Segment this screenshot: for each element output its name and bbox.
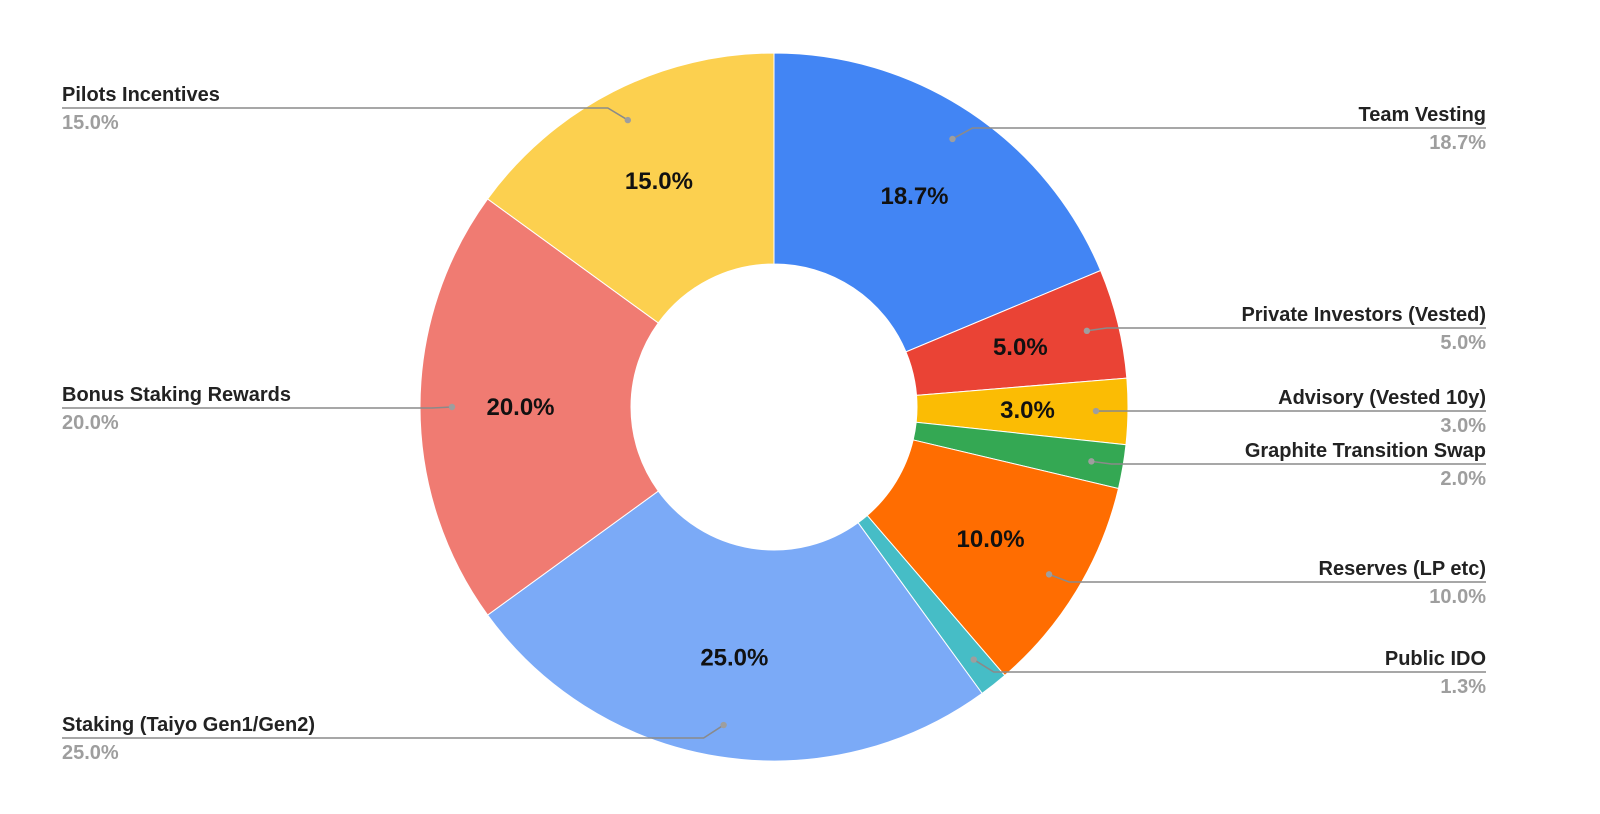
inside-labels-group: 18.7% 5.0% 3.0% 10.0% 25.0% 20.0% 15.0% [486, 168, 1054, 671]
slice-bonus-staking-rewards [419, 198, 660, 616]
slice-label-team-vesting: 18.7% [880, 183, 948, 210]
slice-team-vesting [773, 52, 1102, 353]
slice-label-staking-taiyo-gen1-gen2: 25.0% [700, 644, 768, 671]
legend-name-bonus-staking-rewards: Bonus Staking Rewards [62, 384, 291, 406]
legend-name-graphite-transition-swap: Graphite Transition Swap [1245, 440, 1486, 462]
legend-name-pilots-incentives: Pilots Incentives [62, 84, 220, 106]
slice-label-private-investors-vested: 5.0% [993, 334, 1048, 361]
leader-dot-public-ido [970, 656, 977, 663]
leader-dot-reserves-lp-etc [1045, 571, 1053, 578]
legend-value-graphite-transition-swap: 2.0% [1440, 468, 1486, 490]
side-labels-group: Team Vesting 18.7% Private Investors (Vest… [62, 84, 1486, 764]
leader-lines-group [62, 107, 1486, 739]
legend-name-private-investors-vested: Private Investors (Vested) [1241, 304, 1486, 326]
legend-name-team-vesting: Team Vesting [1359, 104, 1486, 126]
legend-value-bonus-staking-rewards: 20.0% [62, 412, 119, 434]
slice-label-bonus-staking-rewards: 20.0% [486, 394, 554, 421]
legend-value-team-vesting: 18.7% [1429, 132, 1486, 154]
leader-line-bonus-staking-rewards [62, 406, 453, 409]
leader-dot-pilots-incentives [624, 116, 632, 124]
legend-value-advisory-vested-10y: 3.0% [1440, 415, 1486, 437]
legend-name-reserves-lp-etc: Reserves (LP etc) [1319, 558, 1487, 580]
slice-label-reserves-lp-etc: 10.0% [957, 526, 1025, 553]
leader-dot-bonus-staking-rewards [448, 403, 456, 411]
legend-value-public-ido: 1.3% [1440, 676, 1486, 698]
slices-group [419, 52, 1129, 762]
legend-value-pilots-incentives: 15.0% [62, 112, 119, 134]
legend-value-reserves-lp-etc: 10.0% [1429, 586, 1486, 608]
leader-dot-staking-taiyo-gen1-gen2 [720, 721, 727, 729]
leader-line-graphite-transition-swap [1091, 460, 1486, 465]
leader-dot-team-vesting [949, 135, 956, 143]
legend-name-advisory-vested-10y: Advisory (Vested 10y) [1278, 387, 1486, 409]
leader-line-private-investors-vested [1086, 327, 1486, 332]
leader-dot-private-investors-vested [1083, 327, 1091, 335]
leader-line-team-vesting [952, 127, 1486, 140]
legend-name-staking-taiyo-gen1-gen2: Staking (Taiyo Gen1/Gen2) [62, 714, 315, 736]
leader-line-reserves-lp-etc [1048, 573, 1486, 583]
slice-staking-taiyo-gen1-gen2 [486, 490, 983, 762]
slice-reserves-lp-etc [866, 439, 1120, 677]
slice-label-advisory-vested-10y: 3.0% [1000, 397, 1055, 424]
slice-label-pilots-incentives: 15.0% [625, 168, 693, 195]
leader-dot-graphite-transition-swap [1088, 458, 1095, 465]
leader-line-public-ido [973, 658, 1486, 673]
legend-value-private-investors-vested: 5.0% [1440, 332, 1486, 354]
leader-dot-advisory-vested-10y [1092, 407, 1100, 415]
legend-value-staking-taiyo-gen1-gen2: 25.0% [62, 742, 119, 764]
leader-line-pilots-incentives [62, 107, 629, 121]
leader-line-staking-taiyo-gen1-gen2 [62, 724, 725, 739]
legend-name-public-ido: Public IDO [1385, 648, 1486, 670]
slice-pilots-incentives [486, 52, 775, 324]
